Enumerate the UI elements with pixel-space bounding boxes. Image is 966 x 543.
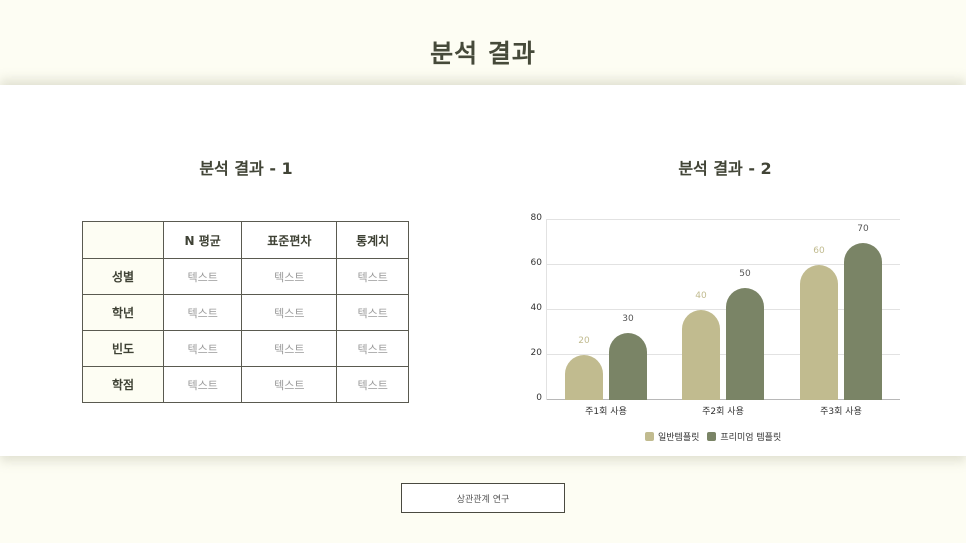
table-header: 표준편차: [241, 221, 338, 259]
table-cell: 텍스트: [336, 366, 409, 403]
table-cell: 텍스트: [162, 330, 243, 367]
bar-premium-week1: [609, 333, 647, 400]
table-cell: 텍스트: [162, 366, 243, 403]
row-label: 학년: [82, 294, 164, 331]
section-title-2: 분석 결과 - 2: [678, 159, 772, 178]
y-tick: 60: [530, 258, 542, 268]
y-tick: 40: [530, 303, 542, 313]
correlation-study-button[interactable]: 상관관계 연구: [401, 483, 565, 513]
table-cell: 텍스트: [241, 258, 338, 295]
x-axis: [547, 399, 900, 400]
bar-general-week2: [682, 310, 720, 400]
legend-swatch-premium-icon: [707, 432, 717, 441]
table-header: N 평균: [162, 221, 243, 259]
table-header-corner: [82, 221, 164, 259]
page-title: 분석 결과: [430, 39, 536, 68]
x-label: 주2회 사용: [702, 407, 744, 417]
value-label: 50: [739, 269, 751, 279]
table-row: 학년 텍스트 텍스트 텍스트: [82, 294, 409, 331]
table-cell: 텍스트: [336, 294, 409, 331]
table-cell: 텍스트: [162, 294, 243, 331]
value-label: 40: [695, 291, 707, 301]
y-tick: 80: [530, 213, 542, 223]
table-header-row: N 평균 표준편차 통계치: [82, 221, 409, 259]
gridline: [547, 264, 900, 265]
legend-label-general: 일반템플릿: [658, 433, 700, 443]
stats-table: N 평균 표준편차 통계치 성별 텍스트 텍스트 텍스트 학년 텍스트 텍스트 …: [82, 221, 409, 403]
bar-chart: 80 60 40 20 0 20 30 40 50 60 70 주1회 사용 주…: [520, 205, 910, 420]
table-row: 학점 텍스트 텍스트 텍스트: [82, 366, 409, 403]
x-label: 주3회 사용: [820, 407, 862, 417]
y-tick: 20: [530, 348, 542, 358]
table-cell: 텍스트: [241, 330, 338, 367]
value-label: 20: [578, 336, 590, 346]
table-cell: 텍스트: [241, 294, 338, 331]
bar-general-week1: [565, 355, 603, 400]
bar-premium-week2: [726, 288, 764, 400]
row-label: 학점: [82, 366, 164, 403]
gridline: [547, 309, 900, 310]
gridline: [547, 219, 900, 220]
table-row: 빈도 텍스트 텍스트 텍스트: [82, 330, 409, 367]
section-title-1: 분석 결과 - 1: [199, 159, 293, 178]
x-label: 주1회 사용: [585, 407, 627, 417]
row-label: 빈도: [82, 330, 164, 367]
value-label: 70: [857, 224, 869, 234]
y-tick: 0: [536, 393, 542, 403]
bar-general-week3: [800, 265, 838, 400]
table-row: 성별 텍스트 텍스트 텍스트: [82, 258, 409, 295]
legend-swatch-general-icon: [645, 432, 654, 441]
gridline: [547, 354, 900, 355]
table-header: 통계치: [336, 221, 409, 259]
legend-label-premium: 프리미엄 템플릿: [720, 433, 782, 443]
value-label: 60: [813, 246, 825, 256]
chart-legend: 일반템플릿 프리미엄 템플릿: [645, 430, 781, 443]
table-cell: 텍스트: [162, 258, 243, 295]
y-axis: [546, 219, 547, 400]
table-cell: 텍스트: [336, 330, 409, 367]
row-label: 성별: [82, 258, 164, 295]
bar-premium-week3: [844, 243, 882, 400]
value-label: 30: [622, 314, 634, 324]
table-cell: 텍스트: [336, 258, 409, 295]
table-cell: 텍스트: [241, 366, 338, 403]
